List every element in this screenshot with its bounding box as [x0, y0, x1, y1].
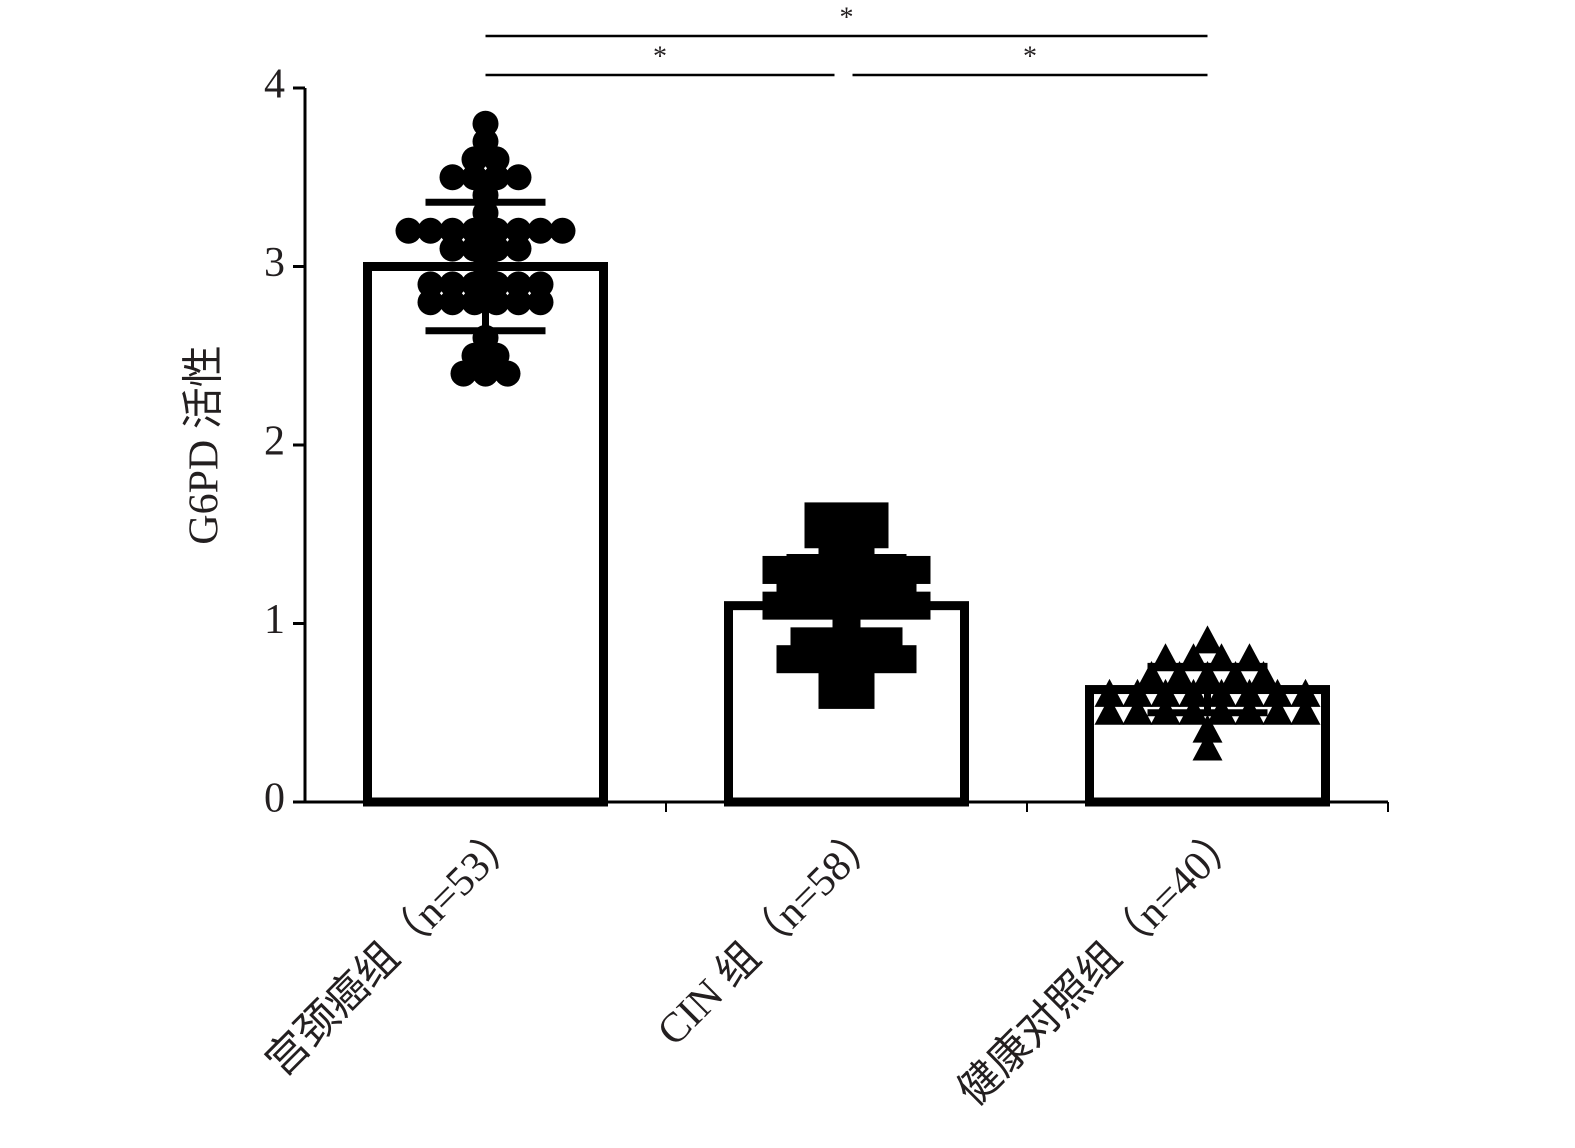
y-tick-label: 0: [264, 776, 285, 822]
data-point: [902, 591, 931, 620]
data-point: [776, 645, 805, 674]
data-point: [439, 289, 466, 316]
data-point: [1178, 678, 1209, 707]
data-point: [762, 591, 791, 620]
data-point: [461, 146, 488, 173]
data-point: [1262, 696, 1293, 725]
data-point: [505, 289, 532, 316]
data-point: [1094, 696, 1125, 725]
data-point: [1164, 661, 1195, 690]
data-point: [505, 164, 532, 191]
data-point: [439, 235, 466, 262]
significance-label: *: [840, 2, 854, 33]
data-point: [1220, 661, 1251, 690]
data-point: [1122, 696, 1153, 725]
data-point: [461, 271, 488, 298]
data-point: [439, 271, 466, 298]
data-point: [483, 271, 510, 298]
data-point: [874, 591, 903, 620]
data-point: [1150, 678, 1181, 707]
significance-label: *: [1023, 41, 1037, 72]
data-point: [483, 289, 510, 316]
data-point: [483, 217, 510, 244]
data-point: [1248, 661, 1279, 690]
y-tick-label: 3: [264, 240, 285, 286]
data-point: [1290, 678, 1321, 707]
data-point: [1192, 625, 1223, 654]
data-point: [1094, 678, 1125, 707]
data-point: [417, 271, 444, 298]
data-point: [439, 217, 466, 244]
data-point: [483, 146, 510, 173]
significance-label: *: [653, 41, 667, 72]
data-point: [1122, 678, 1153, 707]
data-point: [1206, 678, 1237, 707]
data-point: [472, 360, 499, 387]
data-point: [818, 680, 847, 709]
x-tick-label: 宫颈癌组（n=53）: [257, 813, 530, 1086]
data-point: [790, 591, 819, 620]
data-point: [549, 217, 576, 244]
data-point: [461, 217, 488, 244]
data-point: [888, 645, 917, 674]
y-tick-label: 2: [264, 419, 285, 465]
y-tick-label: 1: [264, 597, 285, 643]
y-axis-label: G6PD 活性: [182, 345, 228, 545]
data-point: [494, 360, 521, 387]
data-point: [1192, 732, 1223, 761]
data-point: [527, 271, 554, 298]
data-point: [1290, 696, 1321, 725]
data-point: [395, 217, 422, 244]
data-point: [846, 680, 875, 709]
data-point: [1136, 661, 1167, 690]
data-point: [439, 164, 466, 191]
data-point: [1234, 678, 1265, 707]
data-point: [505, 235, 532, 262]
data-point: [472, 110, 499, 137]
x-tick-label: 健康对照组（n=40）: [949, 813, 1251, 1115]
data-point: [417, 289, 444, 316]
data-point: [450, 360, 477, 387]
data-point: [1262, 678, 1293, 707]
data-point: [527, 217, 554, 244]
y-tick-label: 4: [264, 62, 285, 108]
data-point: [417, 217, 444, 244]
data-point: [527, 289, 554, 316]
data-point: [1192, 714, 1223, 743]
data-point: [461, 289, 488, 316]
data-point: [505, 217, 532, 244]
x-tick-label: CIN 组（n=58）: [649, 813, 890, 1054]
data-point: [505, 271, 532, 298]
